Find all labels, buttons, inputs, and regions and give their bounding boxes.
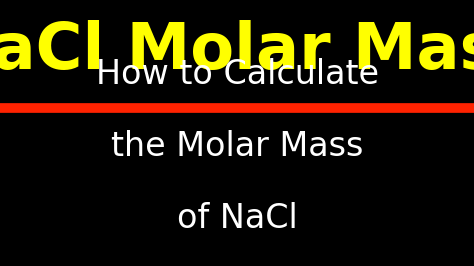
Text: of NaCl: of NaCl <box>177 202 297 235</box>
Text: How to Calculate: How to Calculate <box>95 58 379 91</box>
Text: the Molar Mass: the Molar Mass <box>111 130 363 163</box>
Text: NaCl Molar Mass: NaCl Molar Mass <box>0 19 474 82</box>
